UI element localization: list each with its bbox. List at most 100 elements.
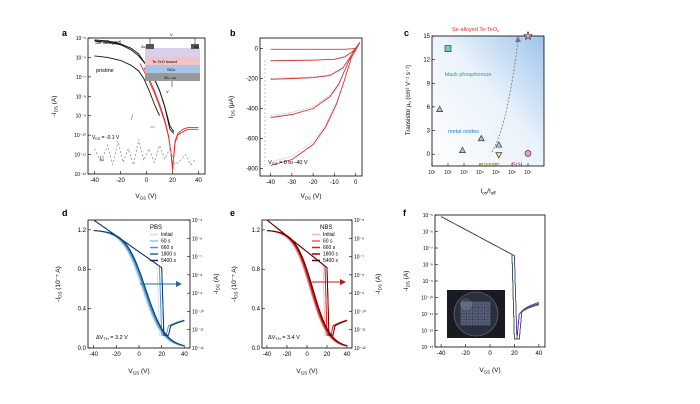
panel-b-ytick-label: -800 [246, 167, 259, 173]
panel-b-ytick-label: -200 [246, 77, 259, 83]
wafer-device-cell [484, 313, 491, 320]
panel-b-ytick-label: -600 [246, 137, 259, 143]
panel-a-ytick-label: 10⁻¹⁰ [74, 133, 86, 139]
wafer-device-cell [478, 313, 485, 320]
panel-d-ytick-left-label: 0.0 [78, 346, 87, 352]
inset-te-label: Te-TeO based [152, 59, 177, 64]
wafer-device-cell [472, 307, 479, 314]
wafer-photo-inset [447, 290, 505, 338]
wafer-device-cell [460, 319, 467, 326]
panel-d-legend-label: 1800 s [161, 252, 177, 258]
panel-d-ylabel-left: -IDS (10⁻⁵ A) [55, 266, 63, 302]
panel-d-legend-label: 60 s [161, 239, 171, 245]
panel-c-xtick-label: 10⁵ [492, 170, 500, 176]
inset-te-layer [145, 57, 200, 65]
panel-a-ytick-label: 10⁻¹² [74, 172, 86, 178]
panel-c-frame [431, 35, 545, 167]
panel-f-letter: f [403, 208, 407, 218]
panel-e-ytick-right-label: 10⁻¹¹ [354, 328, 366, 334]
panel-a-ytick-label: 10⁻⁵ [76, 36, 86, 42]
panel-e-xtick-label: -40 [263, 352, 272, 358]
panel-a-xtick-label: 20 [169, 178, 176, 184]
panel-a-xtick-label: 40 [195, 178, 202, 184]
panel-b-ylabel: IDS (μA) [228, 96, 236, 118]
panel-a-ylabel: -IDS (A) [51, 96, 59, 117]
wafer-device-cell [466, 319, 473, 326]
panel-e-arrow-head [340, 279, 346, 285]
panel-c-trend-arrowhead [515, 36, 521, 42]
panel-b-fit-4 [270, 42, 361, 163]
panel-f-xtick-label: 20 [511, 351, 518, 357]
wafer-device-cell [472, 313, 479, 320]
device-schematic-inset: Au Au V Te-TeO based SiO2 Si++ (G) V [141, 32, 200, 94]
panel-d-legend-title: PBS [150, 225, 162, 231]
inset-au-right [191, 44, 199, 49]
panel-b: b -800 -600 -400 -200 0 -40 -30 -20 -10 0 VGS = … [228, 28, 363, 201]
panel-b-letter: b [230, 28, 236, 38]
panel-f-xtick-label: 40 [536, 351, 543, 357]
panel-e-xtick-label: -20 [283, 352, 292, 358]
panel-b-xtick-label: -10 [330, 180, 339, 186]
panel-c-marker-triangle [458, 146, 466, 153]
panel-b-ytick-label: 0 [255, 47, 259, 53]
panel-f-ytick-label: 10⁻⁹ [423, 279, 433, 285]
panel-c-trend-arrow [491, 39, 519, 153]
wafer-device-cell [460, 301, 467, 308]
panel-c-ytick-label: 9 [427, 81, 431, 87]
panel-b-series-3 [270, 42, 361, 118]
panel-d-ytick-right-label: 10⁻⁸ [192, 273, 202, 279]
panel-c-gradient-bg [432, 36, 544, 166]
panel-a-legend-top: Se alloyed [95, 40, 121, 46]
panel-d-letter: d [62, 208, 68, 218]
panel-d-dvth: ΔVTH = 3.2 V [96, 335, 128, 341]
panel-b-fit-0 [270, 42, 361, 50]
panel-e-ytick-right-label: 10⁻⁷ [354, 255, 364, 261]
wafer-device-cell [466, 307, 473, 314]
panel-c-marker-triangle [495, 141, 503, 148]
panel-d-log-series-4 [93, 219, 185, 336]
panel-b-xtick-label: 0 [354, 180, 358, 186]
wafer-device-cell [484, 301, 491, 308]
panel-f-xtick-label: -20 [461, 351, 470, 357]
panel-e-letter: e [230, 208, 235, 218]
panel-a-series-4 [143, 67, 199, 171]
panel-e-legend-label: 60 s [323, 239, 333, 245]
panel-b-xtick-label: -30 [288, 180, 297, 186]
panel-c-label-mo: metal oxides [448, 129, 479, 135]
panel-d-legend-label: 5400 s [161, 258, 177, 264]
panel-d-xtick-label: -20 [112, 352, 121, 358]
panel-e-ytick-right-label: 10⁻⁸ [354, 273, 364, 279]
panel-f-ylabel: -IDS (A) [403, 271, 411, 292]
panel-d-ytick-right-label: 10⁻⁷ [192, 255, 202, 261]
panel-f-ytick-label: 10⁻⁸ [423, 263, 433, 269]
panel-b-ytick-label: -400 [246, 107, 259, 113]
panel-c-marker-triangle [436, 105, 444, 112]
panel-d-ytick-right-label: 10⁻⁵ [192, 218, 202, 224]
panel-a: a 10⁻⁵ 10⁻⁶ 10⁻⁷ 10⁻⁸ 10⁻⁹ 10⁻¹⁰ 10⁻¹¹ 10⁻¹² -4… [51, 28, 206, 201]
panel-f-xtick-label: -40 [437, 351, 446, 357]
wafer-device-cell [472, 319, 479, 326]
wafer-device-cell [484, 307, 491, 314]
panel-f-ytick-label: 10⁻⁷ [423, 246, 433, 252]
panel-b-fit-3 [270, 42, 361, 116]
inset-sio2-layer [145, 65, 200, 73]
panel-f-ytick-label: 10⁻¹² [421, 329, 433, 335]
panel-a-xlabel: VGS (V) [135, 193, 156, 201]
panel-c-marker-square [444, 45, 452, 52]
panel-e-linear-series-4 [266, 230, 348, 347]
panel-c-marker-triangle [477, 134, 485, 142]
panel-e-dvth: ΔVTH = 3.4 V [268, 335, 300, 341]
panel-c-marker-circle [524, 150, 532, 157]
panel-e-ytick-right-label: 10⁻⁹ [354, 291, 364, 297]
panel-b-xlabel: VDS (V) [300, 193, 321, 201]
panel-a-ytick-label: 10⁻¹¹ [74, 153, 86, 159]
panel-d-ytick-right-label: 10⁻¹¹ [192, 328, 204, 334]
panel-f-ytick-label: 10⁻⁵ [423, 213, 433, 219]
panel-c-ytick-label: 15 [423, 34, 430, 40]
panel-e-xtick-label: 20 [324, 352, 331, 358]
panel-a-arrow-left [130, 113, 134, 121]
panel-e-frame [261, 219, 353, 349]
panel-d-legend-label: Initial [161, 232, 173, 238]
panel-b-series-4 [270, 42, 361, 166]
panel-d-xlabel: VGS (V) [128, 368, 149, 376]
